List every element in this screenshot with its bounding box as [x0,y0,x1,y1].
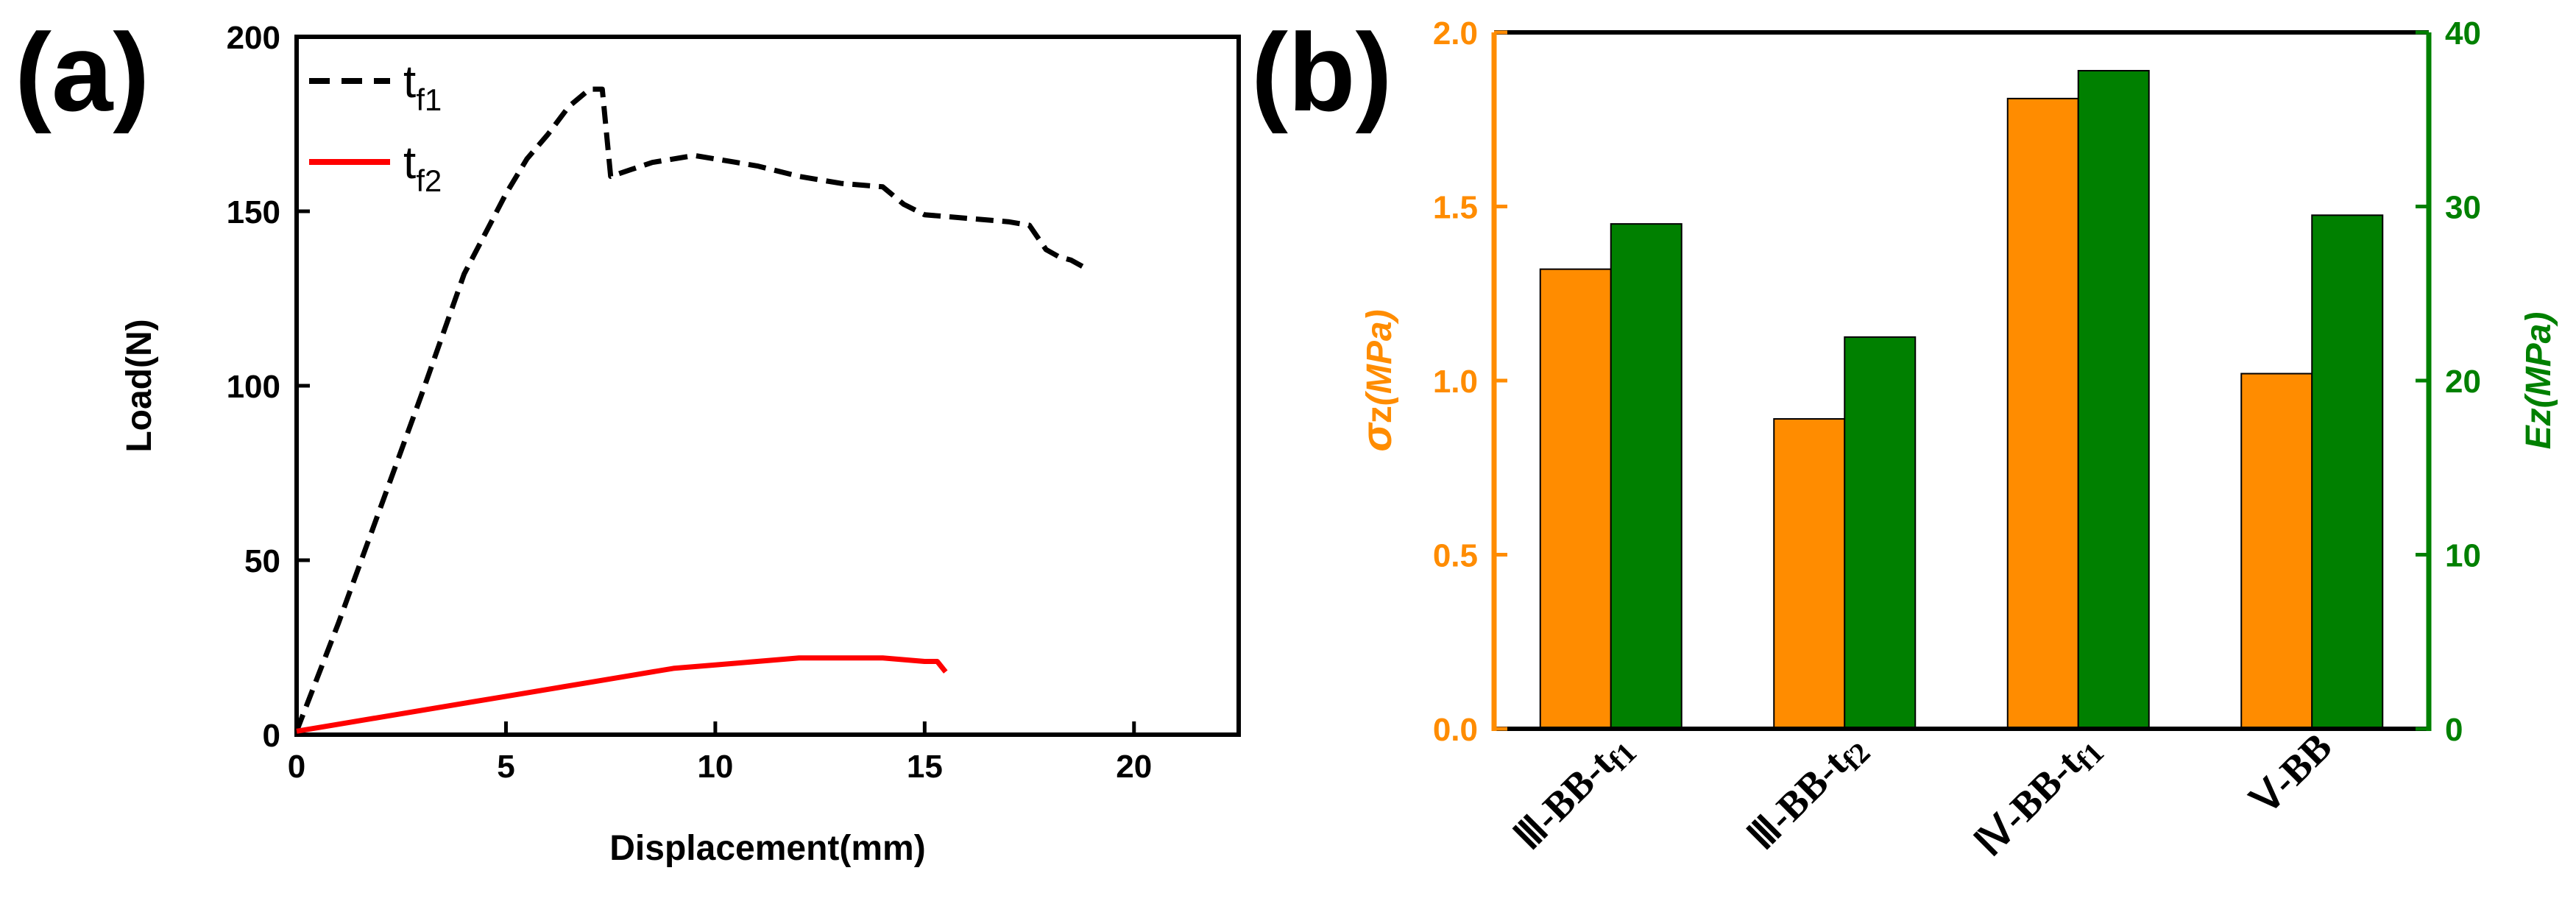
left-tick-label: 1.5 [1433,190,1478,226]
y-tick-label: 50 [244,543,280,579]
y-tick-label: 0 [263,718,280,754]
category-label: Ⅴ-BB [2243,724,2340,822]
legend-label-tf1: tf1 [403,57,442,117]
left-tick-label: 0.0 [1433,712,1478,748]
panel-b-left-label: σz(MPa) [1353,309,1401,451]
left-tick-label: 0.5 [1433,538,1478,574]
panel-a-series [294,86,1086,734]
panel-b-left-ticks: 0.0 0.5 1.0 1.5 2.0 [1433,15,1507,748]
right-tick-label: 0 [2445,712,2463,748]
panel-b-right-label: Ez(MPa) [2519,312,2558,450]
panel-a-x-ticks: 0 5 10 15 20 [288,721,1152,785]
panel-a-frame [294,35,1241,737]
bar-right-0 [1610,223,1682,730]
panel-b-label: (b) [1251,10,1393,134]
x-tick-label: 20 [1116,749,1152,785]
x-tick-label: 5 [497,749,514,785]
legend-label-tf2: tf2 [403,138,442,198]
panel-a-y-label: Load(N) [120,319,159,452]
series-line-tf1 [294,86,1086,732]
category-label: Ⅳ-BB-tf1 [1967,724,2110,868]
x-tick-label: 15 [907,749,943,785]
panel-b-bars [1539,70,2384,730]
panel-a: (a) 0 5 10 15 20 0 50 100 150 200 Displacement(m… [15,10,1241,868]
y-tick-label: 100 [227,369,280,405]
panel-b-category-labels: Ⅲ-BB-tf1 Ⅲ-BB-tf2 Ⅳ-BB-tf1 Ⅴ-BB [1506,724,2340,868]
panel-b-right-ticks: 0 10 20 30 40 [2416,15,2481,748]
bar-left-1 [1773,418,1846,730]
panel-a-legend: tf1 tf2 [309,57,442,198]
series-line-tf2 [296,655,948,734]
bar-right-1 [1844,336,1917,730]
left-tick-label: 2.0 [1433,15,1478,52]
bar-right-2 [2077,70,2150,730]
y-tick-label: 150 [227,194,280,230]
left-tick-label: 1.0 [1433,364,1478,400]
x-tick-label: 0 [288,749,305,785]
right-tick-label: 40 [2445,15,2481,52]
bar-right-3 [2311,214,2384,730]
panel-a-y-ticks: 0 50 100 150 200 [227,20,310,754]
right-tick-label: 10 [2445,538,2481,574]
bar-left-0 [1539,268,1612,730]
right-tick-label: 20 [2445,364,2481,400]
panel-a-label: (a) [15,10,149,134]
right-tick-label: 30 [2445,190,2481,226]
panel-a-x-label: Displacement(mm) [609,829,925,868]
category-label: Ⅲ-BB-tf1 [1506,724,1643,861]
bar-left-3 [2240,372,2313,730]
x-tick-label: 10 [697,749,733,785]
bar-left-2 [2006,97,2079,730]
y-tick-label: 200 [227,20,280,56]
category-label: Ⅲ-BB-tf2 [1739,724,1876,861]
